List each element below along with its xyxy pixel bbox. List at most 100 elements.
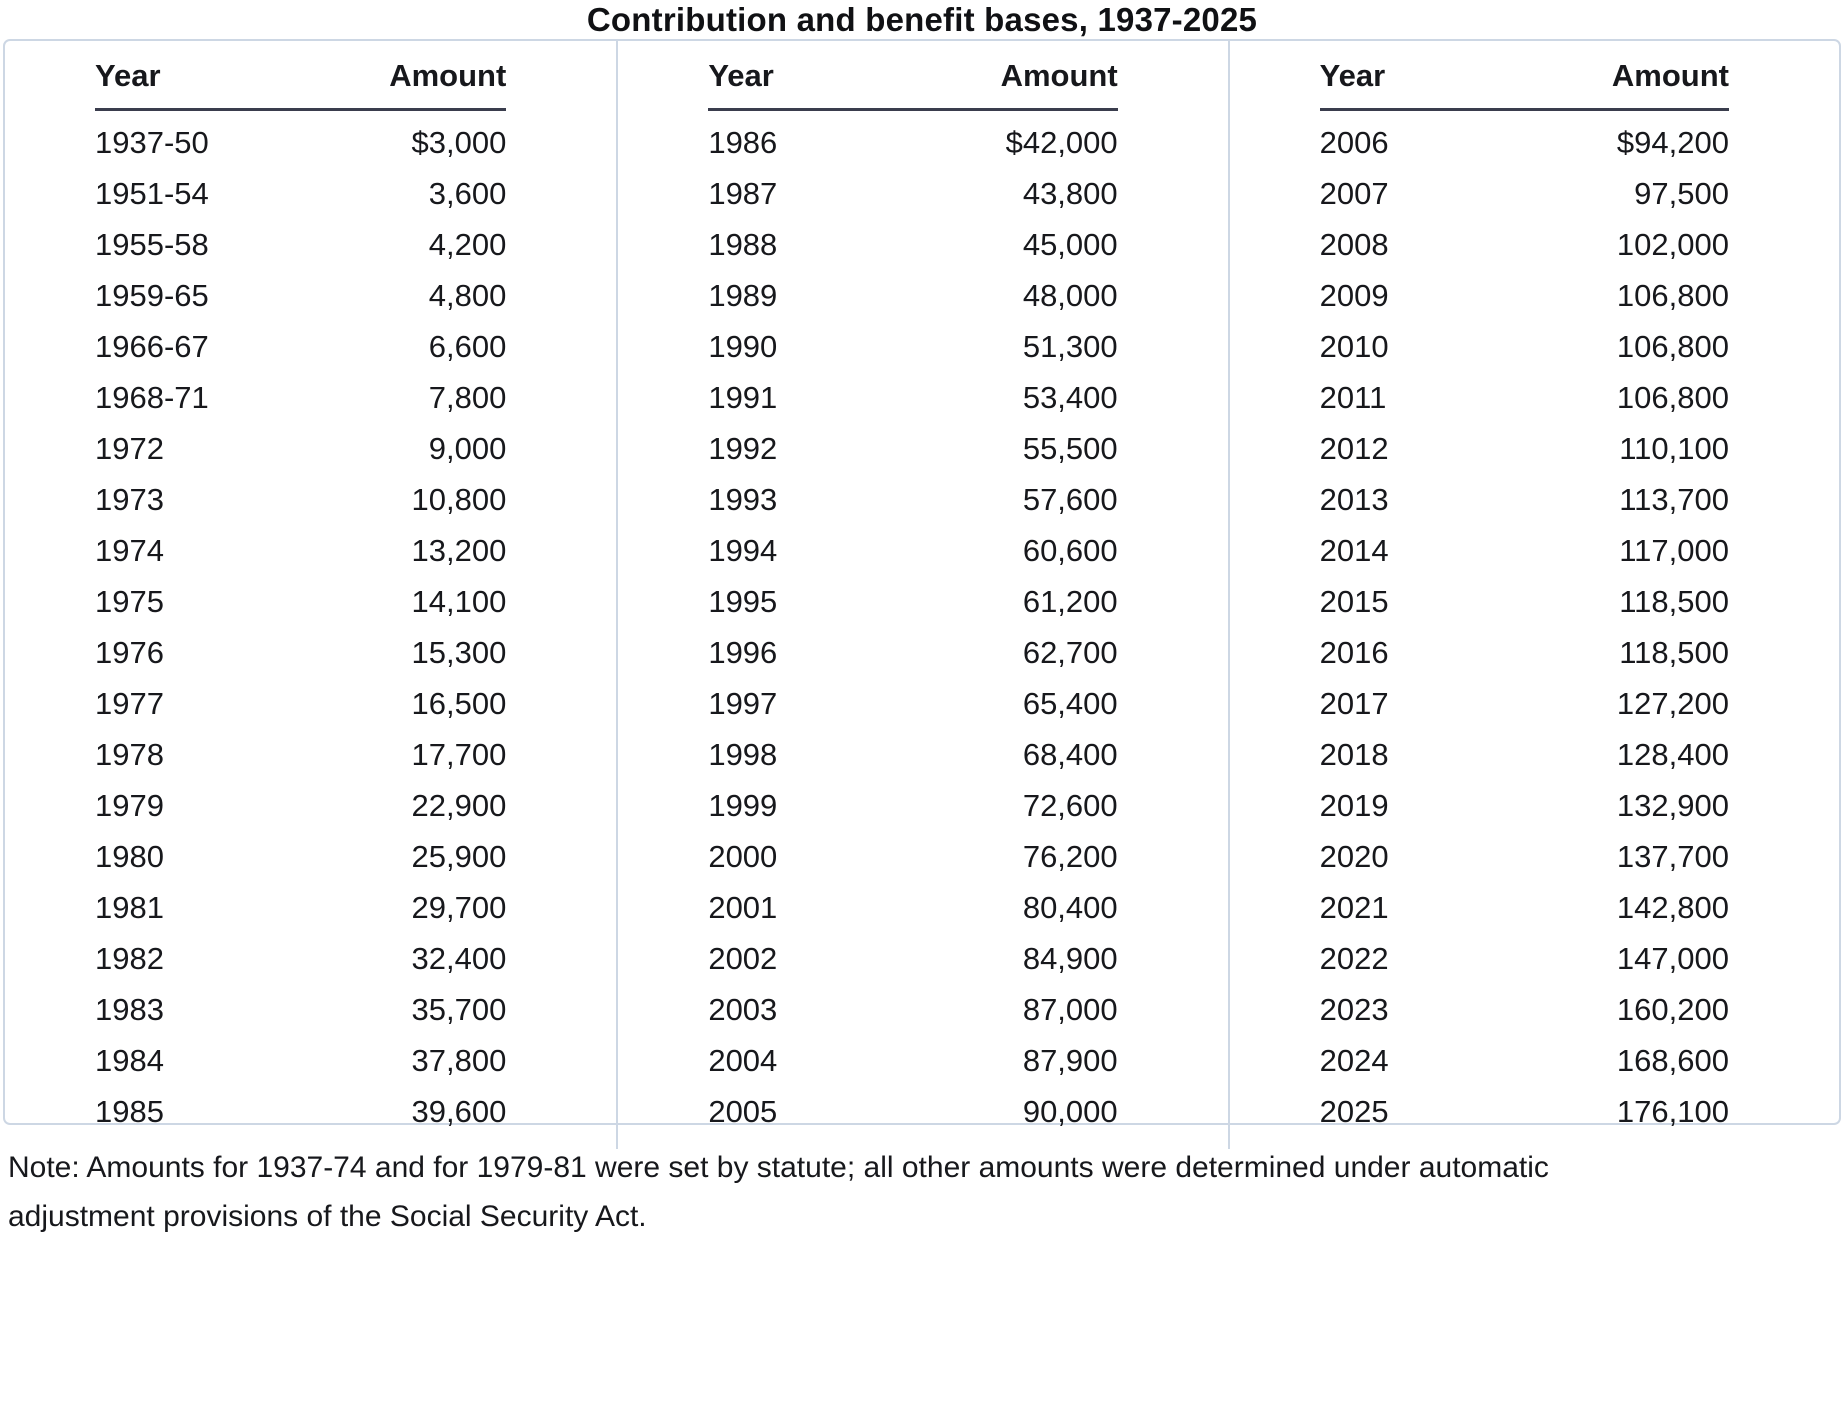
amount-cell: 10,800 [411, 481, 507, 517]
year-cell: 2010 [1319, 328, 1389, 364]
table-row: 2021 142,800 [1320, 882, 1729, 933]
table-row: 1988 45,000 [708, 219, 1117, 270]
table-row: 1987 43,800 [708, 168, 1117, 219]
table-row: 1994 60,600 [708, 525, 1117, 576]
amount-cell: 118,500 [1619, 583, 1729, 619]
year-cell: 2020 [1319, 838, 1389, 874]
amount-cell: 128,400 [1616, 736, 1729, 772]
amount-cell: 16,500 [411, 685, 507, 721]
panel-header-row: Year Amount [708, 58, 1118, 111]
amount-cell: 15,300 [411, 634, 507, 670]
table-row: 1978 17,700 [95, 729, 506, 780]
amount-cell: 48,000 [1022, 277, 1118, 313]
year-cell: 2009 [1319, 277, 1389, 313]
amount-cell: 117,000 [1619, 532, 1729, 568]
panel-header-row: Year Amount [1319, 58, 1729, 111]
year-cell: 1999 [708, 787, 778, 823]
table-row: 2014 117,000 [1320, 525, 1729, 576]
table-row: 1975 14,100 [95, 576, 506, 627]
year-cell: 1996 [708, 634, 778, 670]
amount-cell: 176,100 [1616, 1093, 1729, 1129]
table-row: 2019 132,900 [1320, 780, 1729, 831]
year-cell: 1977 [95, 685, 164, 721]
year-cell: 1974 [95, 532, 164, 568]
year-cell: 2011 [1319, 379, 1387, 415]
year-cell: 1980 [95, 838, 164, 874]
amount-cell: 22,900 [411, 787, 507, 823]
year-cell: 2001 [708, 889, 778, 925]
panel-rows: 1937-50 $3,000 1951-54 3,600 1955-58 4,200 195… [95, 111, 506, 1137]
contribution-benefit-table: Year Amount 1937-50 $3,000 1951-54 3,600 195… [3, 39, 1841, 1149]
amount-cell: 29,700 [411, 889, 507, 925]
amount-cell: 110,100 [1619, 430, 1729, 466]
year-cell: 1990 [708, 328, 778, 364]
amount-cell: 106,800 [1616, 379, 1729, 415]
amount-cell: 97,500 [1634, 175, 1729, 211]
table-row: 1999 72,600 [708, 780, 1117, 831]
table-row: 1995 61,200 [708, 576, 1117, 627]
table-row: 2012 110,100 [1320, 423, 1729, 474]
amount-cell: 55,500 [1022, 430, 1118, 466]
year-cell: 2021 [1319, 889, 1389, 925]
year-cell: 1984 [95, 1042, 164, 1078]
panel-rows: 1986 $42,000 1987 43,800 1988 45,000 1989 48,00… [708, 111, 1117, 1137]
amount-cell: 7,800 [428, 379, 507, 415]
year-cell: 1951-54 [95, 175, 209, 211]
table-row: 1937-50 $3,000 [95, 117, 506, 168]
amount-cell: 17,700 [411, 736, 507, 772]
amount-cell: 45,000 [1022, 226, 1118, 262]
table-row: 1982 32,400 [95, 933, 506, 984]
amount-cell: 25,900 [411, 838, 507, 874]
amount-cell: 39,600 [411, 1093, 507, 1129]
table-row: 2023 160,200 [1320, 984, 1729, 1035]
table-row: 1972 9,000 [95, 423, 506, 474]
amount-cell: 62,700 [1022, 634, 1118, 670]
amount-cell: 160,200 [1616, 991, 1729, 1027]
amount-cell: 4,200 [428, 226, 507, 262]
amount-cell: 127,200 [1616, 685, 1729, 721]
table-row: 2020 137,700 [1320, 831, 1729, 882]
table-row: 1998 68,400 [708, 729, 1117, 780]
year-cell: 1973 [95, 481, 164, 517]
table-row: 2011 106,800 [1320, 372, 1729, 423]
amount-cell: 6,600 [428, 328, 507, 364]
year-cell: 2016 [1319, 634, 1389, 670]
amount-cell: 43,800 [1022, 175, 1118, 211]
table-row: 2006 $94,200 [1320, 117, 1729, 168]
year-cell: 2018 [1319, 736, 1389, 772]
table-row: 2016 118,500 [1320, 627, 1729, 678]
year-cell: 2024 [1319, 1042, 1389, 1078]
table-row: 2010 106,800 [1320, 321, 1729, 372]
amount-cell: 4,800 [428, 277, 507, 313]
year-cell: 1991 [708, 379, 778, 415]
year-cell: 1988 [708, 226, 778, 262]
panel-rows: 2006 $94,200 2007 97,500 2008 102,000 2009 106,… [1320, 111, 1729, 1137]
table-row: 1993 57,600 [708, 474, 1117, 525]
table-row: 1986 $42,000 [708, 117, 1117, 168]
table-panel-1: Year Amount 1937-50 $3,000 1951-54 3,600 195… [5, 41, 616, 1149]
table-panel-2: Year Amount 1986 $42,000 1987 43,800 1988 45,… [616, 41, 1227, 1149]
year-cell: 1979 [95, 787, 164, 823]
amount-cell: 68,400 [1022, 736, 1118, 772]
amount-cell: 84,900 [1022, 940, 1118, 976]
amount-cell: 102,000 [1616, 226, 1729, 262]
year-cell: 1937-50 [95, 124, 209, 160]
amount-cell: 65,400 [1022, 685, 1118, 721]
table-row: 1979 22,900 [95, 780, 506, 831]
table-row: 2001 80,400 [708, 882, 1117, 933]
table-row: 1966-67 6,600 [95, 321, 506, 372]
year-cell: 1992 [708, 430, 778, 466]
table-row: 1991 53,400 [708, 372, 1117, 423]
amount-cell: 13,200 [411, 532, 507, 568]
amount-cell: 14,100 [411, 583, 507, 619]
year-cell: 1972 [95, 430, 164, 466]
table-panel-3: Year Amount 2006 $94,200 2007 97,500 2008 102… [1227, 41, 1839, 1149]
year-cell: 1978 [95, 736, 164, 772]
year-cell: 1995 [708, 583, 778, 619]
table-row: 1992 55,500 [708, 423, 1117, 474]
year-cell: 2017 [1319, 685, 1389, 721]
amount-cell: 80,400 [1022, 889, 1118, 925]
amount-header: Amount [1611, 58, 1729, 93]
year-cell: 2002 [708, 940, 778, 976]
table-row: 1981 29,700 [95, 882, 506, 933]
